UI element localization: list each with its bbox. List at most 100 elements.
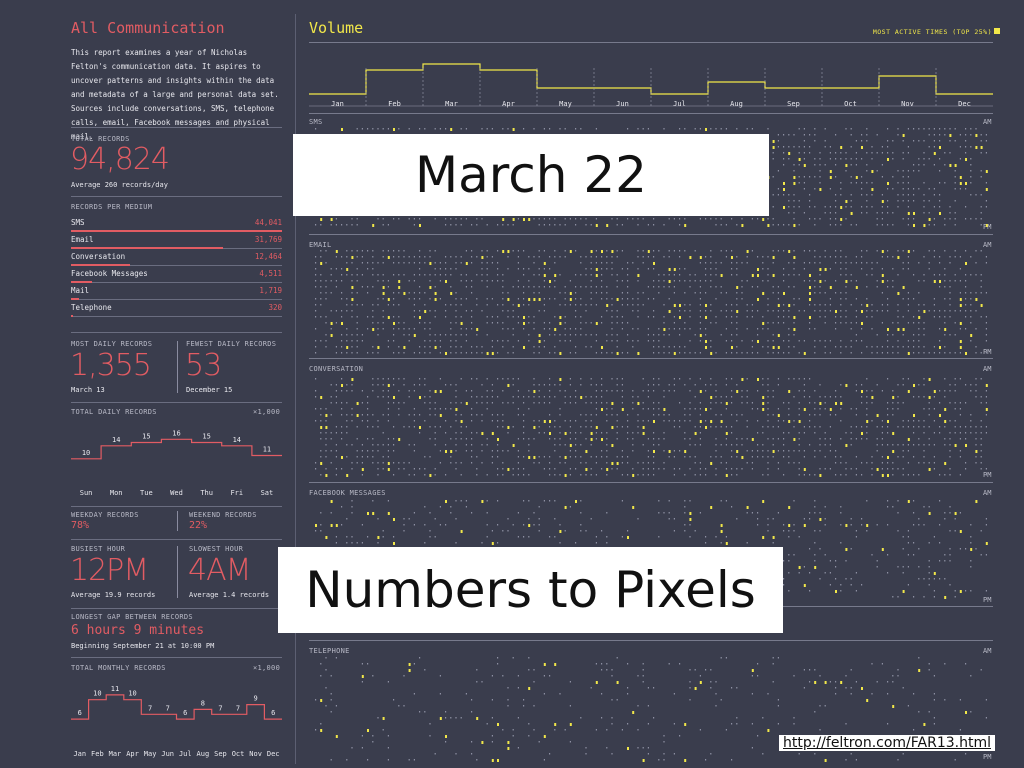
activity-dot: [538, 340, 541, 343]
activity-dot: [424, 456, 426, 458]
activity-dot: [767, 408, 769, 410]
activity-dot: [980, 378, 982, 380]
activity-dot: [720, 456, 722, 458]
activity-dot: [985, 170, 988, 173]
activity-dot: [881, 200, 884, 203]
activity-dot: [549, 298, 551, 300]
activity-dot: [715, 268, 717, 270]
activity-dot: [699, 420, 702, 423]
activity-dot: [876, 212, 878, 214]
activity-dot: [762, 450, 764, 452]
activity-dot: [377, 450, 379, 452]
x-tick-label: Nov: [249, 750, 262, 758]
activity-dot: [913, 298, 915, 300]
activity-dot: [356, 438, 358, 440]
activity-dot: [647, 468, 649, 470]
activity-dot: [939, 542, 941, 544]
activity-dot: [798, 572, 800, 574]
activity-dot: [595, 286, 597, 288]
activity-dot: [783, 316, 785, 318]
activity-dot: [606, 390, 608, 392]
activity-dot: [918, 352, 920, 354]
activity-dot: [497, 456, 499, 458]
activity-dot: [985, 292, 987, 294]
activity-dot: [595, 250, 597, 252]
activity-dot: [777, 378, 779, 380]
activity-dot: [575, 438, 577, 440]
activity-dot: [523, 292, 525, 294]
activity-dot: [637, 224, 639, 226]
activity-dot: [341, 432, 343, 434]
activity-dot: [325, 420, 327, 422]
activity-dot: [736, 304, 738, 306]
activity-dot: [980, 176, 982, 178]
activity-dot: [985, 426, 987, 428]
activity-dot: [419, 250, 421, 252]
activity-dot: [871, 182, 873, 184]
activity-dot: [871, 468, 873, 470]
activity-dot: [393, 396, 395, 399]
activity-dot: [398, 468, 400, 470]
activity-dot: [876, 224, 878, 226]
activity-dot: [944, 182, 946, 184]
source-link[interactable]: http://feltron.com/FAR13.html: [779, 735, 995, 751]
activity-dot: [840, 298, 842, 300]
activity-dot: [491, 717, 493, 719]
activity-dot: [621, 729, 623, 731]
activity-dot: [923, 378, 925, 380]
activity-dot: [887, 298, 889, 300]
activity-dot: [653, 340, 655, 342]
activity-dot: [777, 292, 779, 294]
activity-dot: [881, 462, 883, 464]
activity-dot: [793, 164, 795, 166]
activity-dot: [361, 340, 363, 342]
activity-dot: [637, 675, 639, 677]
activity-dot: [575, 298, 577, 300]
activity-dot: [481, 218, 483, 220]
activity-dot: [590, 474, 592, 476]
activity-dot: [408, 262, 410, 264]
activity-dot: [772, 681, 774, 683]
activity-dot: [788, 286, 790, 288]
activity-dot: [533, 128, 535, 130]
activity-dot: [590, 346, 592, 348]
activity-dot: [918, 657, 920, 659]
activity-dot: [720, 426, 722, 428]
activity-dot: [819, 176, 821, 178]
activity-dot: [959, 328, 961, 330]
activity-dot: [803, 669, 805, 671]
activity-dot: [320, 675, 322, 677]
activity-dot: [783, 206, 785, 209]
activity-dot: [460, 717, 462, 719]
activity-dot: [762, 408, 765, 411]
activity-dot: [985, 134, 987, 136]
medium-row: Facebook Messages 4,511: [71, 267, 282, 284]
activity-dot: [325, 687, 327, 689]
activity-dot: [320, 292, 322, 294]
activity-dot: [710, 396, 713, 399]
activity-dot: [731, 250, 733, 252]
activity-dot: [777, 723, 779, 725]
activity-dot: [970, 256, 972, 258]
activity-dot: [845, 280, 848, 283]
activity-dot: [933, 432, 935, 434]
activity-dot: [413, 304, 415, 306]
activity-dot: [315, 262, 317, 264]
activity-dot: [632, 474, 635, 477]
activity-dot: [902, 548, 904, 550]
activity-dot: [434, 753, 436, 755]
activity-dot: [757, 432, 759, 434]
activity-dot: [575, 500, 577, 503]
activity-dot: [933, 128, 935, 130]
activity-dot: [393, 438, 395, 440]
activity-dot: [705, 669, 707, 671]
activity-dot: [653, 420, 655, 423]
activity-dot: [892, 152, 894, 154]
activity-dot: [876, 346, 878, 348]
activity-dot: [699, 512, 701, 514]
activity-dot: [653, 474, 655, 476]
activity-dot: [356, 334, 358, 336]
data-label: 10: [93, 690, 101, 698]
activity-dot: [554, 262, 556, 264]
activity-dot: [913, 322, 915, 324]
